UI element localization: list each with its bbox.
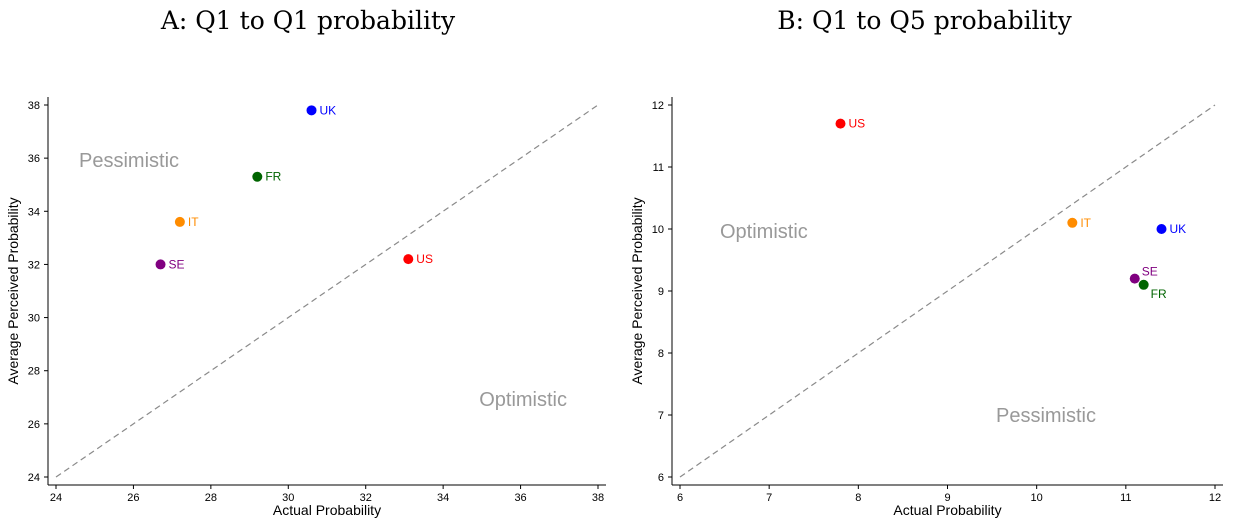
- x-tick-label: 34: [437, 492, 449, 504]
- y-tick-label: 28: [28, 366, 40, 378]
- x-tick-label: 38: [592, 492, 604, 504]
- diagonal-reference-line: [679, 104, 1216, 478]
- x-tick-label: 24: [50, 492, 62, 504]
- data-point: [1129, 273, 1140, 284]
- y-tick-label: 30: [28, 313, 40, 325]
- y-tick-label: 10: [652, 224, 664, 236]
- x-tick-label: 7: [766, 492, 772, 504]
- x-tick-label: 8: [855, 492, 861, 504]
- data-point-label: UK: [320, 103, 337, 117]
- chart-panel-a: A: Q1 to Q1 probability 24 26 28 30 32 34 36 38…: [0, 0, 616, 525]
- region-label: Pessimistic: [79, 150, 179, 172]
- data-point-label: US: [849, 117, 866, 131]
- x-tick-label: 30: [282, 492, 294, 504]
- data-point: [1156, 224, 1167, 234]
- region-label: Optimistic: [720, 221, 808, 243]
- x-tick-label: 9: [944, 492, 950, 504]
- scatter-plot-b: 6 7 8 9 10 11 12 6 7 8 9 10 11 12 Actual Probability Av…: [629, 97, 1223, 518]
- x-tick-label: 32: [360, 492, 372, 504]
- region-label: Pessimistic: [996, 405, 1096, 427]
- data-point: [155, 259, 166, 270]
- data-point-label: IT: [1080, 216, 1091, 230]
- x-tick-label: 6: [677, 492, 683, 504]
- y-tick-label: 26: [28, 419, 40, 431]
- x-tick-label: 10: [1031, 492, 1043, 504]
- data-point-label: IT: [188, 215, 199, 229]
- data-point: [403, 254, 414, 265]
- y-tick-label: 7: [658, 410, 664, 422]
- x-tick-label: 28: [205, 492, 217, 504]
- y-axis-label: Average Perceived Probability: [629, 197, 645, 384]
- data-point: [306, 105, 317, 116]
- x-tick-label: 36: [514, 492, 526, 504]
- data-point-label: FR: [265, 170, 281, 184]
- data-point: [835, 118, 846, 129]
- y-tick-label: 8: [658, 348, 664, 360]
- x-tick-label: 26: [127, 492, 139, 504]
- chart-title: B: Q1 to Q5 probability: [777, 6, 1072, 35]
- data-point: [1138, 279, 1149, 290]
- y-tick-label: 24: [28, 472, 40, 484]
- data-point-label: FR: [1151, 287, 1167, 301]
- data-point-label: SE: [169, 257, 185, 271]
- data-point-label: SE: [1142, 265, 1158, 279]
- x-tick-label: 11: [1120, 492, 1131, 504]
- data-point: [1067, 217, 1078, 228]
- data-point: [252, 171, 263, 182]
- y-tick-label: 34: [28, 206, 40, 218]
- x-tick-label: 12: [1209, 492, 1221, 504]
- y-tick-label: 12: [652, 100, 664, 112]
- y-tick-label: 6: [658, 472, 664, 484]
- data-point: [174, 216, 185, 227]
- x-axis-label: Actual Probability: [273, 502, 381, 518]
- scatter-plot-a: 24 26 28 30 32 34 36 38 24 26 28 30 32 34 36 38 Actual P…: [5, 97, 606, 518]
- x-axis-label: Actual Probability: [893, 502, 1001, 518]
- y-tick-label: 9: [658, 286, 664, 298]
- region-label: Optimistic: [479, 389, 567, 411]
- data-point-label: UK: [1170, 222, 1187, 236]
- y-tick-label: 32: [28, 259, 40, 271]
- y-tick-label: 36: [28, 153, 40, 165]
- data-point-label: US: [416, 252, 433, 266]
- chart-title: A: Q1 to Q1 probability: [160, 6, 456, 35]
- chart-panel-b: B: Q1 to Q5 probability 6 7 8 9 10 11 12 6 7 8 9 10…: [616, 0, 1233, 525]
- y-axis-label: Average Perceived Probability: [5, 197, 21, 384]
- y-tick-label: 11: [653, 162, 664, 174]
- y-tick-label: 38: [28, 100, 40, 112]
